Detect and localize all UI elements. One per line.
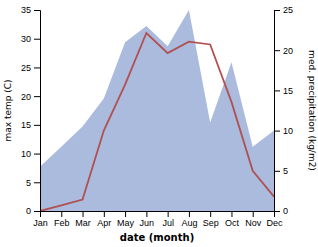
tick-mark (146, 211, 147, 217)
tick-label: Nov (245, 218, 262, 228)
tick-mark (34, 154, 40, 155)
y2-axis-title: med. precipitation (kg/m2) (307, 50, 317, 171)
tick-label: Dec (266, 218, 283, 228)
tick: Oct (225, 211, 240, 228)
tick-mark (274, 131, 280, 132)
x-axis: Jan Feb Mar Apr May Jun Jul Aug Sep Oct Nov Dec (33, 211, 283, 228)
tick: 30 (21, 34, 40, 44)
marks (40, 10, 274, 211)
tick-label: Sep (203, 218, 219, 228)
tick-mark (168, 211, 169, 217)
tick-label: 20 (283, 46, 293, 56)
tick-label: 15 (21, 120, 31, 130)
tick-label: Jul (162, 218, 174, 228)
tick-mark (34, 39, 40, 40)
tick-label: Jun (140, 218, 155, 228)
tick-label: 25 (283, 5, 293, 15)
tick-mark (34, 211, 40, 212)
x-axis-line (41, 212, 275, 218)
tick-mark (274, 171, 280, 172)
tick-label: Feb (54, 218, 70, 228)
tick-mark (274, 90, 280, 91)
tick-label: 35 (21, 5, 31, 15)
tick-label: 5 (26, 178, 31, 188)
tick: 25 (274, 5, 293, 15)
tick: Feb (54, 211, 70, 228)
tick: Apr (97, 211, 111, 228)
tick-mark (83, 211, 84, 217)
tick: Jan (33, 211, 48, 228)
tick: 25 (21, 63, 40, 73)
tick: 20 (21, 92, 40, 102)
tick-label: 10 (21, 149, 31, 159)
tick: 10 (21, 149, 40, 159)
tick-mark (34, 67, 40, 68)
tick-mark (253, 211, 254, 217)
tick-mark (210, 211, 211, 217)
tick-label: 0 (283, 206, 288, 216)
tick: 15 (274, 86, 293, 96)
y-axis-line (34, 11, 41, 212)
tick-label: Jan (33, 218, 48, 228)
tick-label: 15 (283, 86, 293, 96)
tick: 5 (274, 166, 288, 176)
plot-area: JanFebMarAprMayJunJulAugSepOctNovDec0510… (21, 5, 293, 228)
tick-mark (189, 211, 190, 217)
tick-mark (34, 96, 40, 97)
tick: Jul (162, 211, 174, 228)
tick: Nov (245, 211, 262, 228)
tick-mark (34, 125, 40, 126)
tick-label: Mar (75, 218, 91, 228)
tick-label: 0 (26, 206, 31, 216)
precipitation-area (40, 10, 274, 211)
tick-label: Aug (181, 218, 197, 228)
tick-label: 30 (21, 34, 31, 44)
tick: Dec (266, 211, 283, 228)
tick: 0 (274, 206, 288, 216)
tick-label: May (117, 218, 135, 228)
tick-mark (274, 10, 280, 11)
tick-mark (61, 211, 62, 217)
tick-mark (125, 211, 126, 217)
tick: 0 (26, 206, 40, 216)
temperature-line (40, 33, 274, 211)
tick: 20 (274, 46, 293, 56)
y-axis-title: max temp (C) (3, 79, 13, 141)
y-axis: 0 5 10 15 20 25 30 35 (21, 5, 41, 216)
tick-mark (34, 10, 40, 11)
tick-label: 20 (21, 92, 31, 102)
tick: 15 (21, 120, 40, 130)
tick: Mar (75, 211, 91, 228)
chart: JanFebMarAprMayJunJulAugSepOctNovDec0510… (0, 0, 318, 247)
x-axis-title: date (month) (120, 232, 194, 243)
tick-label: 5 (283, 166, 288, 176)
tick-label: 10 (283, 126, 293, 136)
tick: Aug (181, 211, 197, 228)
tick-mark (274, 50, 280, 51)
tick: May (117, 211, 135, 228)
y2-axis-line (275, 11, 281, 212)
tick: 10 (274, 126, 293, 136)
tick: 5 (26, 178, 40, 188)
tick-mark (104, 211, 105, 217)
tick-label: 25 (21, 63, 31, 73)
tick-mark (34, 182, 40, 183)
tick-label: Apr (97, 218, 111, 228)
tick-mark (274, 211, 280, 212)
tick: Sep (203, 211, 219, 228)
y2-axis: 0 5 10 15 20 25 (274, 5, 293, 216)
tick: Jun (140, 211, 155, 228)
tick: 35 (21, 5, 40, 15)
tick-label: Oct (225, 218, 240, 228)
tick-mark (231, 211, 232, 217)
